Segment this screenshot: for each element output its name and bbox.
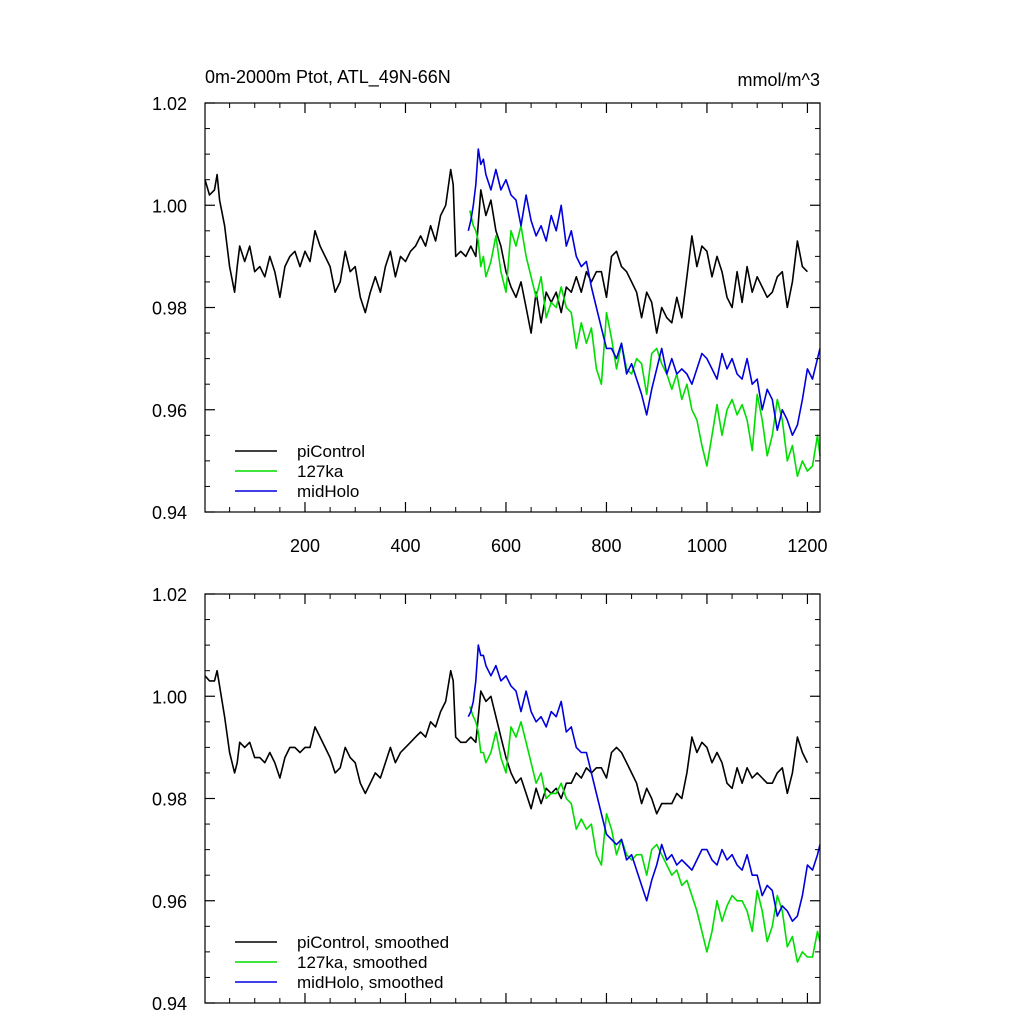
series-line-bottom-1	[469, 706, 821, 963]
legend-label: 127ka, smoothed	[297, 953, 427, 972]
legend-label: piControl, smoothed	[297, 933, 449, 952]
legend-label: midHolo, smoothed	[297, 973, 443, 992]
y-tick-label: 0.96	[152, 892, 187, 912]
y-tick-label: 0.98	[152, 790, 187, 810]
bottom-panel: 0.94 0.96 0.98 1.00 1.02 piControl, smoothed1…	[152, 585, 821, 1014]
chart-title: 0m-2000m Ptot, ATL_49N-66N	[205, 67, 451, 88]
x-tick-label: 1200	[787, 536, 827, 556]
series-line-top-1	[469, 210, 821, 478]
series-line-bottom-2	[467, 644, 821, 923]
y-tick-label: 0.96	[152, 401, 187, 421]
legend-label: midHolo	[297, 482, 359, 501]
series-line-top-0	[204, 168, 808, 334]
x-tick-label: 600	[491, 536, 521, 556]
x-tick-label: 1000	[687, 536, 727, 556]
y-tick-label: 1.02	[152, 585, 187, 605]
x-tick-label: 200	[290, 536, 320, 556]
y-tick-label: 1.02	[152, 94, 187, 114]
y-tick-label: 0.98	[152, 299, 187, 319]
series-line-bottom-0	[204, 669, 809, 815]
units-label: mmol/m^3	[738, 70, 820, 90]
x-tick-label: 400	[390, 536, 420, 556]
y-tick-label: 0.94	[152, 994, 187, 1014]
y-tick-label: 1.00	[152, 196, 187, 216]
top-panel: 200 400 600 800 1000 1200 0.94 0.96 0.98 1.00 1.02…	[152, 94, 828, 556]
y-tick-label: 0.94	[152, 503, 187, 523]
x-tick-label: 800	[591, 536, 621, 556]
legend-label: piControl	[297, 442, 365, 461]
legend-label: 127ka	[297, 462, 344, 481]
series-line-top-2	[467, 148, 821, 437]
y-tick-label: 1.00	[152, 687, 187, 707]
